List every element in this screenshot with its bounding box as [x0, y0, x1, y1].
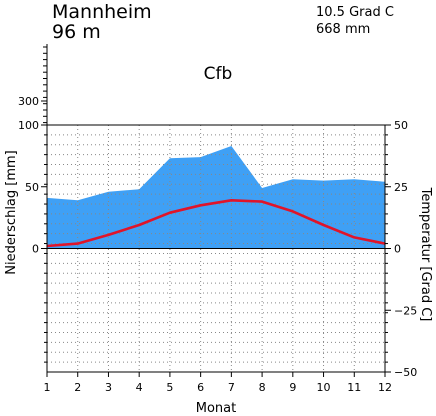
x-tick-label: 10: [317, 381, 331, 394]
temperature-point: [138, 224, 140, 226]
x-tick-label: 9: [289, 381, 296, 394]
temperature-point: [77, 243, 79, 245]
precipitation-tick-label: 50: [25, 181, 39, 194]
temperature-line: [46, 199, 386, 248]
x-tick-label: 8: [259, 381, 266, 394]
x-tick-label: 1: [44, 381, 51, 394]
station-name: Mannheim: [52, 1, 152, 23]
temperature-point: [353, 236, 355, 238]
x-tick-label: 12: [378, 381, 392, 394]
temperature-point: [292, 210, 294, 212]
x-axis-label: Monat: [196, 401, 236, 416]
temperature-tick-label: 50: [394, 119, 408, 132]
y-axis-label-left: Niederschlag [mm]: [4, 150, 19, 275]
annual-mean-temperature: 10.5 Grad C: [316, 5, 394, 20]
x-tick-label: 6: [197, 381, 204, 394]
temperature-point: [107, 234, 110, 236]
y-axis-label-right: Temperatur [Grad C]: [418, 187, 433, 322]
temperature-tick-label: −25: [394, 304, 417, 317]
station-elevation: 96 m: [52, 21, 101, 43]
x-tick-label: 4: [136, 381, 143, 394]
temperature-point: [169, 212, 171, 214]
precipitation-tick-label: 0: [32, 243, 39, 256]
temperature-tick-label: 25: [394, 181, 408, 194]
x-tick-label: 2: [74, 381, 81, 394]
temperature-tick-label: −50: [394, 366, 417, 379]
x-tick-label: 5: [166, 381, 173, 394]
temperature-point: [322, 224, 325, 226]
precipitation-tick-label: 100: [18, 119, 39, 132]
temperature-point: [230, 199, 232, 201]
temperature-tick-label: 0: [394, 243, 401, 256]
annual-precipitation: 668 mm: [316, 22, 371, 37]
precipitation-area: [47, 146, 385, 249]
temperature-point: [200, 204, 202, 206]
climate-class-label: Cfb: [204, 64, 233, 84]
x-tick-label: 3: [105, 381, 112, 394]
precipitation-tick-label: 300: [18, 95, 39, 108]
temperature-point: [261, 201, 263, 203]
x-tick-label: 11: [347, 381, 361, 394]
x-tick-label: 7: [228, 381, 235, 394]
